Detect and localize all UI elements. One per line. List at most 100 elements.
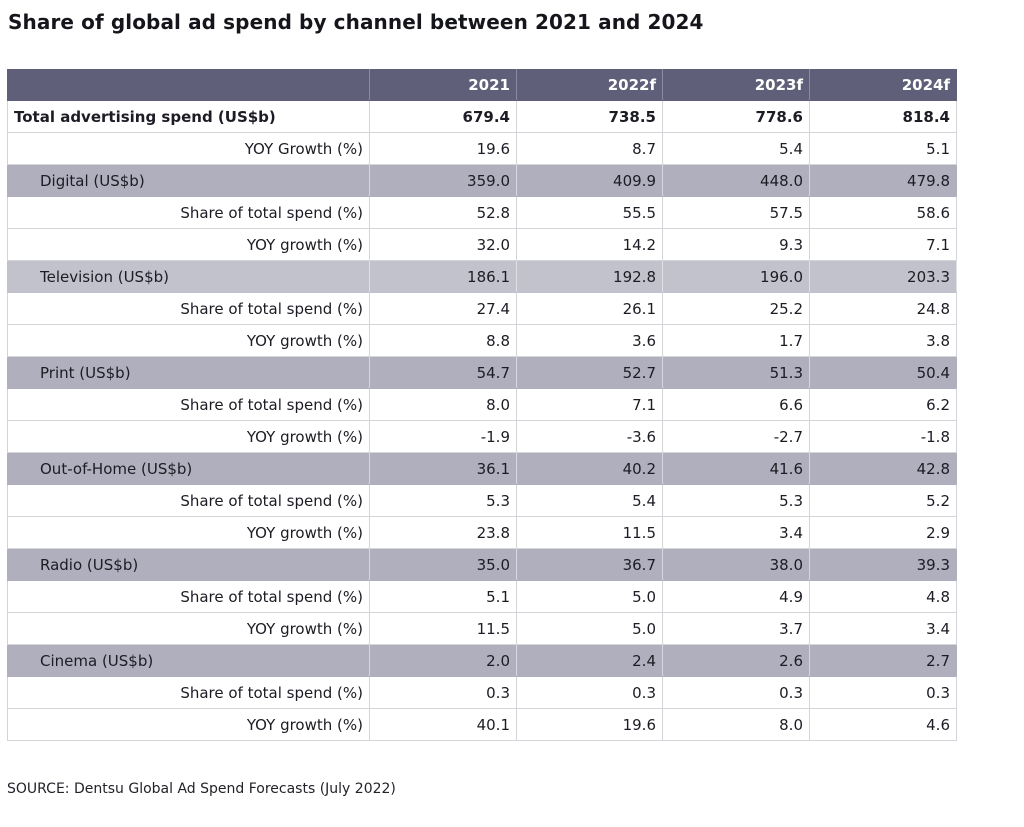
row-label: YOY growth (%): [7, 516, 370, 549]
table-cell-value: 8.8: [369, 324, 517, 357]
table-cell-value: 3.4: [662, 516, 810, 549]
table-cell-value: 738.5: [516, 100, 663, 133]
table-cell-value: 24.8: [809, 292, 957, 325]
header-cell-2024f: 2024f: [809, 69, 957, 101]
table-row-metric: YOY growth (%) 32.0 14.2 9.3 7.1: [7, 228, 957, 261]
table-cell-value: 3.6: [516, 324, 663, 357]
table-cell-value: 192.8: [516, 260, 663, 293]
table-cell-value: 55.5: [516, 196, 663, 229]
row-label: Cinema (US$b): [7, 644, 370, 677]
table-cell-value: 38.0: [662, 548, 810, 581]
table-row-metric: Share of total spend (%) 52.8 55.5 57.5 58.6: [7, 196, 957, 229]
table-cell-value: 0.3: [369, 676, 517, 709]
table-row-metric: Share of total spend (%) 8.0 7.1 6.6 6.2: [7, 388, 957, 421]
table-cell-value: 58.6: [809, 196, 957, 229]
table-cell-value: 50.4: [809, 356, 957, 389]
table-row-metric: YOY Growth (%) 19.6 8.7 5.4 5.1: [7, 132, 957, 165]
table-cell-value: 19.6: [369, 132, 517, 165]
table-cell-value: 448.0: [662, 164, 810, 197]
table-cell-value: 5.3: [369, 484, 517, 517]
row-label: Digital (US$b): [7, 164, 370, 197]
table-cell-value: 11.5: [516, 516, 663, 549]
table-cell-value: 479.8: [809, 164, 957, 197]
table-cell-value: 5.4: [516, 484, 663, 517]
table-row-metric: YOY growth (%) 23.8 11.5 3.4 2.9: [7, 516, 957, 549]
table-cell-value: 23.8: [369, 516, 517, 549]
table-cell-value: 36.1: [369, 452, 517, 485]
row-label: Out-of-Home (US$b): [7, 452, 370, 485]
table-cell-value: 35.0: [369, 548, 517, 581]
table-cell-value: 6.2: [809, 388, 957, 421]
table-cell-value: 778.6: [662, 100, 810, 133]
table-cell-value: 25.2: [662, 292, 810, 325]
table-cell-value: 5.1: [809, 132, 957, 165]
table-cell-value: -3.6: [516, 420, 663, 453]
table-cell-value: 27.4: [369, 292, 517, 325]
table-cell-value: 8.0: [662, 708, 810, 741]
table-cell-value: 57.5: [662, 196, 810, 229]
row-label: Print (US$b): [7, 356, 370, 389]
table-cell-value: 51.3: [662, 356, 810, 389]
table-row-channel: Print (US$b) 54.7 52.7 51.3 50.4: [7, 356, 957, 389]
header-cell-2023f: 2023f: [662, 69, 810, 101]
table-cell-value: 40.2: [516, 452, 663, 485]
table-cell-value: 11.5: [369, 612, 517, 645]
table-cell-value: 5.0: [516, 612, 663, 645]
table-cell-value: 818.4: [809, 100, 957, 133]
table-cell-value: 186.1: [369, 260, 517, 293]
table-row-metric: Share of total spend (%) 27.4 26.1 25.2 24.8: [7, 292, 957, 325]
row-label: YOY growth (%): [7, 708, 370, 741]
table-row-channel: Cinema (US$b) 2.0 2.4 2.6 2.7: [7, 644, 957, 677]
table-cell-value: 359.0: [369, 164, 517, 197]
table-cell-value: 203.3: [809, 260, 957, 293]
row-label: Total advertising spend (US$b): [7, 100, 370, 133]
table-row-metric: Share of total spend (%) 5.1 5.0 4.9 4.8: [7, 580, 957, 613]
table-cell-value: 7.1: [516, 388, 663, 421]
row-label: YOY Growth (%): [7, 132, 370, 165]
table-cell-value: -1.8: [809, 420, 957, 453]
table-cell-value: 36.7: [516, 548, 663, 581]
table-cell-value: 5.4: [662, 132, 810, 165]
table-cell-value: 52.8: [369, 196, 517, 229]
row-label: Share of total spend (%): [7, 484, 370, 517]
table-cell-value: 2.7: [809, 644, 957, 677]
table-cell-value: 14.2: [516, 228, 663, 261]
table-row-metric: YOY growth (%) -1.9 -3.6 -2.7 -1.8: [7, 420, 957, 453]
table-cell-value: 2.4: [516, 644, 663, 677]
row-label: YOY growth (%): [7, 324, 370, 357]
table-cell-value: 32.0: [369, 228, 517, 261]
table-header-row: 2021 2022f 2023f 2024f: [7, 69, 957, 101]
ad-spend-table: 2021 2022f 2023f 2024f Total advertising…: [7, 69, 957, 741]
row-label: YOY growth (%): [7, 420, 370, 453]
table-cell-value: 5.0: [516, 580, 663, 613]
table-row-channel: Radio (US$b) 35.0 36.7 38.0 39.3: [7, 548, 957, 581]
table-row-metric: YOY growth (%) 40.1 19.6 8.0 4.6: [7, 708, 957, 741]
row-label: Share of total spend (%): [7, 388, 370, 421]
table-cell-value: 5.2: [809, 484, 957, 517]
header-cell-label: [7, 69, 370, 101]
table-body: Total advertising spend (US$b) 679.4 738.5…: [7, 100, 957, 741]
table-cell-value: 4.6: [809, 708, 957, 741]
table-cell-value: 679.4: [369, 100, 517, 133]
table-cell-value: 5.1: [369, 580, 517, 613]
row-label: YOY growth (%): [7, 228, 370, 261]
table-cell-value: 3.8: [809, 324, 957, 357]
table-row-channel: Out-of-Home (US$b) 36.1 40.2 41.6 42.8: [7, 452, 957, 485]
table-cell-value: 409.9: [516, 164, 663, 197]
header-cell-2021: 2021: [369, 69, 517, 101]
table-cell-value: 0.3: [809, 676, 957, 709]
table-cell-value: 3.4: [809, 612, 957, 645]
table-cell-value: 9.3: [662, 228, 810, 261]
table-row-metric: Share of total spend (%) 0.3 0.3 0.3 0.3: [7, 676, 957, 709]
row-label: Share of total spend (%): [7, 196, 370, 229]
row-label: Share of total spend (%): [7, 580, 370, 613]
table-cell-value: 8.0: [369, 388, 517, 421]
table-cell-value: 3.7: [662, 612, 810, 645]
table-cell-value: -1.9: [369, 420, 517, 453]
table-cell-value: 1.7: [662, 324, 810, 357]
table-cell-value: 196.0: [662, 260, 810, 293]
row-label: YOY growth (%): [7, 612, 370, 645]
table-cell-value: 54.7: [369, 356, 517, 389]
table-cell-value: 2.0: [369, 644, 517, 677]
table-cell-value: 40.1: [369, 708, 517, 741]
